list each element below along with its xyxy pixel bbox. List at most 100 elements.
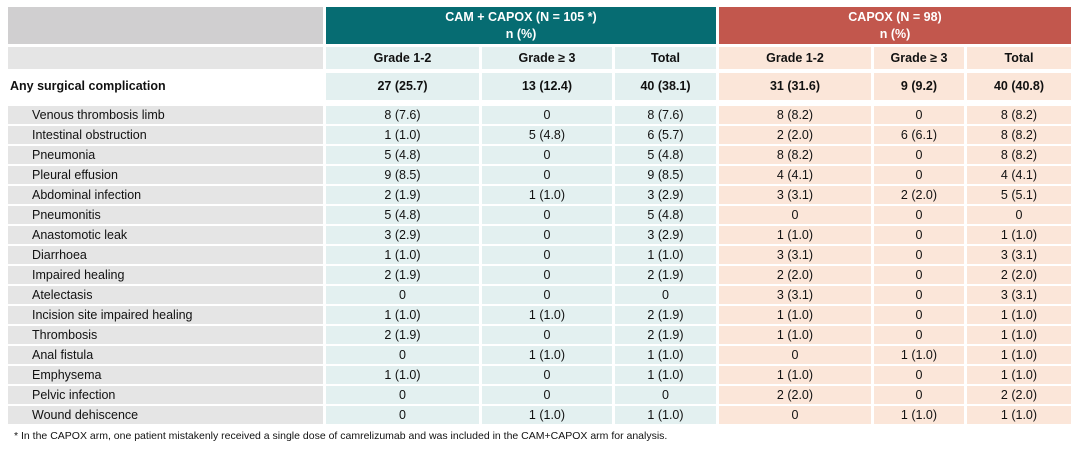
cell-cam-grade12: 3 (2.9) bbox=[326, 226, 479, 244]
cell-capox-grade12: 1 (1.0) bbox=[719, 226, 871, 244]
row-label: Any surgical complication bbox=[8, 73, 323, 100]
table-row: Pneumonitis 5 (4.8) 0 5 (4.8) 0 0 0 bbox=[8, 206, 1071, 224]
cell-capox-grade3plus: 0 bbox=[874, 146, 964, 164]
cell-cam-grade3plus: 0 bbox=[482, 386, 612, 404]
cell-capox-grade3plus: 6 (6.1) bbox=[874, 126, 964, 144]
table-row: Intestinal obstruction 1 (1.0) 5 (4.8) 6… bbox=[8, 126, 1071, 144]
table-row: Diarrhoea 1 (1.0) 0 1 (1.0) 3 (3.1) 0 3 … bbox=[8, 246, 1071, 264]
cell-capox-total: 1 (1.0) bbox=[967, 306, 1071, 324]
table-row: Any surgical complication 27 (25.7) 13 (… bbox=[8, 73, 1071, 100]
row-label: Impaired healing bbox=[8, 266, 323, 284]
cell-cam-grade3plus: 0 bbox=[482, 226, 612, 244]
cam-capox-subtitle: n (%) bbox=[505, 27, 537, 41]
cell-cam-grade12: 2 (1.9) bbox=[326, 266, 479, 284]
cell-capox-total: 2 (2.0) bbox=[967, 386, 1071, 404]
cell-cam-total: 9 (8.5) bbox=[615, 166, 716, 184]
cell-cam-grade3plus: 13 (12.4) bbox=[482, 73, 612, 100]
cell-capox-grade12: 0 bbox=[719, 206, 871, 224]
table-row: Pleural effusion 9 (8.5) 0 9 (8.5) 4 (4.… bbox=[8, 166, 1071, 184]
row-label: Anastomotic leak bbox=[8, 226, 323, 244]
cell-capox-grade3plus: 0 bbox=[874, 206, 964, 224]
cell-cam-total: 3 (2.9) bbox=[615, 186, 716, 204]
row-label: Thrombosis bbox=[8, 326, 323, 344]
cell-cam-total: 40 (38.1) bbox=[615, 73, 716, 100]
row-label: Emphysema bbox=[8, 366, 323, 384]
cell-cam-grade12: 27 (25.7) bbox=[326, 73, 479, 100]
cell-capox-grade12: 3 (3.1) bbox=[719, 186, 871, 204]
cell-capox-grade12: 3 (3.1) bbox=[719, 246, 871, 264]
cell-cam-grade12: 2 (1.9) bbox=[326, 326, 479, 344]
row-label: Pleural effusion bbox=[8, 166, 323, 184]
cell-cam-grade12: 0 bbox=[326, 386, 479, 404]
cell-capox-grade12: 0 bbox=[719, 346, 871, 364]
cell-capox-grade12: 1 (1.0) bbox=[719, 326, 871, 344]
cell-capox-total: 0 bbox=[967, 206, 1071, 224]
row-label: Incision site impaired healing bbox=[8, 306, 323, 324]
row-label: Venous thrombosis limb bbox=[8, 106, 323, 124]
cell-cam-grade3plus: 0 bbox=[482, 366, 612, 384]
cell-capox-grade3plus: 1 (1.0) bbox=[874, 406, 964, 424]
cell-capox-grade12: 31 (31.6) bbox=[719, 73, 871, 100]
cell-capox-grade12: 4 (4.1) bbox=[719, 166, 871, 184]
cam-capox-title: CAM + CAPOX (N = 105 *) bbox=[445, 10, 597, 24]
cell-capox-grade3plus: 9 (9.2) bbox=[874, 73, 964, 100]
cell-capox-grade3plus: 0 bbox=[874, 326, 964, 344]
table-row: Abdominal infection 2 (1.9) 1 (1.0) 3 (2… bbox=[8, 186, 1071, 204]
cell-capox-total: 1 (1.0) bbox=[967, 366, 1071, 384]
table-body: Any surgical complication 27 (25.7) 13 (… bbox=[8, 73, 1071, 424]
column-header-cam-grade3plus: Grade ≥ 3 bbox=[482, 47, 612, 69]
capox-group-header: CAPOX (N = 98) n (%) bbox=[719, 7, 1071, 44]
cell-capox-grade12: 8 (8.2) bbox=[719, 146, 871, 164]
cell-cam-grade3plus: 1 (1.0) bbox=[482, 346, 612, 364]
cell-capox-grade12: 1 (1.0) bbox=[719, 306, 871, 324]
cell-cam-grade3plus: 0 bbox=[482, 286, 612, 304]
table-group-header: CAM + CAPOX (N = 105 *) n (%) CAPOX (N =… bbox=[8, 7, 1071, 44]
row-label: Intestinal obstruction bbox=[8, 126, 323, 144]
cell-cam-total: 1 (1.0) bbox=[615, 246, 716, 264]
cell-capox-grade12: 8 (8.2) bbox=[719, 106, 871, 124]
cell-cam-grade12: 9 (8.5) bbox=[326, 166, 479, 184]
cell-capox-grade12: 2 (2.0) bbox=[719, 266, 871, 284]
table-row: Atelectasis 0 0 0 3 (3.1) 0 3 (3.1) bbox=[8, 286, 1071, 304]
cell-cam-total: 5 (4.8) bbox=[615, 206, 716, 224]
column-header-capox-grade3plus: Grade ≥ 3 bbox=[874, 47, 964, 69]
cell-cam-total: 3 (2.9) bbox=[615, 226, 716, 244]
cell-cam-grade12: 1 (1.0) bbox=[326, 246, 479, 264]
cell-capox-grade12: 0 bbox=[719, 406, 871, 424]
cell-capox-grade12: 2 (2.0) bbox=[719, 386, 871, 404]
cell-cam-total: 2 (1.9) bbox=[615, 326, 716, 344]
cell-cam-grade12: 5 (4.8) bbox=[326, 146, 479, 164]
cell-capox-total: 8 (8.2) bbox=[967, 146, 1071, 164]
row-label: Pneumonia bbox=[8, 146, 323, 164]
table-row: Incision site impaired healing 1 (1.0) 1… bbox=[8, 306, 1071, 324]
cell-capox-grade3plus: 2 (2.0) bbox=[874, 186, 964, 204]
table-row: Venous thrombosis limb 8 (7.6) 0 8 (7.6)… bbox=[8, 106, 1071, 124]
cell-cam-grade3plus: 1 (1.0) bbox=[482, 186, 612, 204]
row-label: Anal fistula bbox=[8, 346, 323, 364]
cell-capox-total: 5 (5.1) bbox=[967, 186, 1071, 204]
table-row: Anastomotic leak 3 (2.9) 0 3 (2.9) 1 (1.… bbox=[8, 226, 1071, 244]
cell-cam-grade3plus: 0 bbox=[482, 106, 612, 124]
cell-capox-total: 40 (40.8) bbox=[967, 73, 1071, 100]
table-row: Pelvic infection 0 0 0 2 (2.0) 0 2 (2.0) bbox=[8, 386, 1071, 404]
cell-capox-grade3plus: 0 bbox=[874, 386, 964, 404]
cell-capox-grade3plus: 0 bbox=[874, 226, 964, 244]
cell-cam-total: 6 (5.7) bbox=[615, 126, 716, 144]
cell-capox-total: 8 (8.2) bbox=[967, 126, 1071, 144]
cell-capox-grade3plus: 1 (1.0) bbox=[874, 346, 964, 364]
cell-capox-grade3plus: 0 bbox=[874, 366, 964, 384]
column-header-empty bbox=[8, 47, 323, 69]
cell-cam-total: 0 bbox=[615, 386, 716, 404]
cell-capox-grade12: 1 (1.0) bbox=[719, 366, 871, 384]
surgical-complications-table: CAM + CAPOX (N = 105 *) n (%) CAPOX (N =… bbox=[8, 7, 1071, 442]
cell-cam-grade3plus: 0 bbox=[482, 206, 612, 224]
capox-title: CAPOX (N = 98) bbox=[848, 10, 942, 24]
cell-cam-grade12: 5 (4.8) bbox=[326, 206, 479, 224]
cell-cam-grade3plus: 1 (1.0) bbox=[482, 306, 612, 324]
cell-cam-grade3plus: 1 (1.0) bbox=[482, 406, 612, 424]
corner-cell bbox=[8, 7, 323, 44]
table-row: Wound dehiscence 0 1 (1.0) 1 (1.0) 0 1 (… bbox=[8, 406, 1071, 424]
table-column-header: Grade 1-2 Grade ≥ 3 Total Grade 1-2 Grad… bbox=[8, 47, 1071, 69]
cell-cam-grade3plus: 0 bbox=[482, 326, 612, 344]
cell-capox-grade3plus: 0 bbox=[874, 166, 964, 184]
